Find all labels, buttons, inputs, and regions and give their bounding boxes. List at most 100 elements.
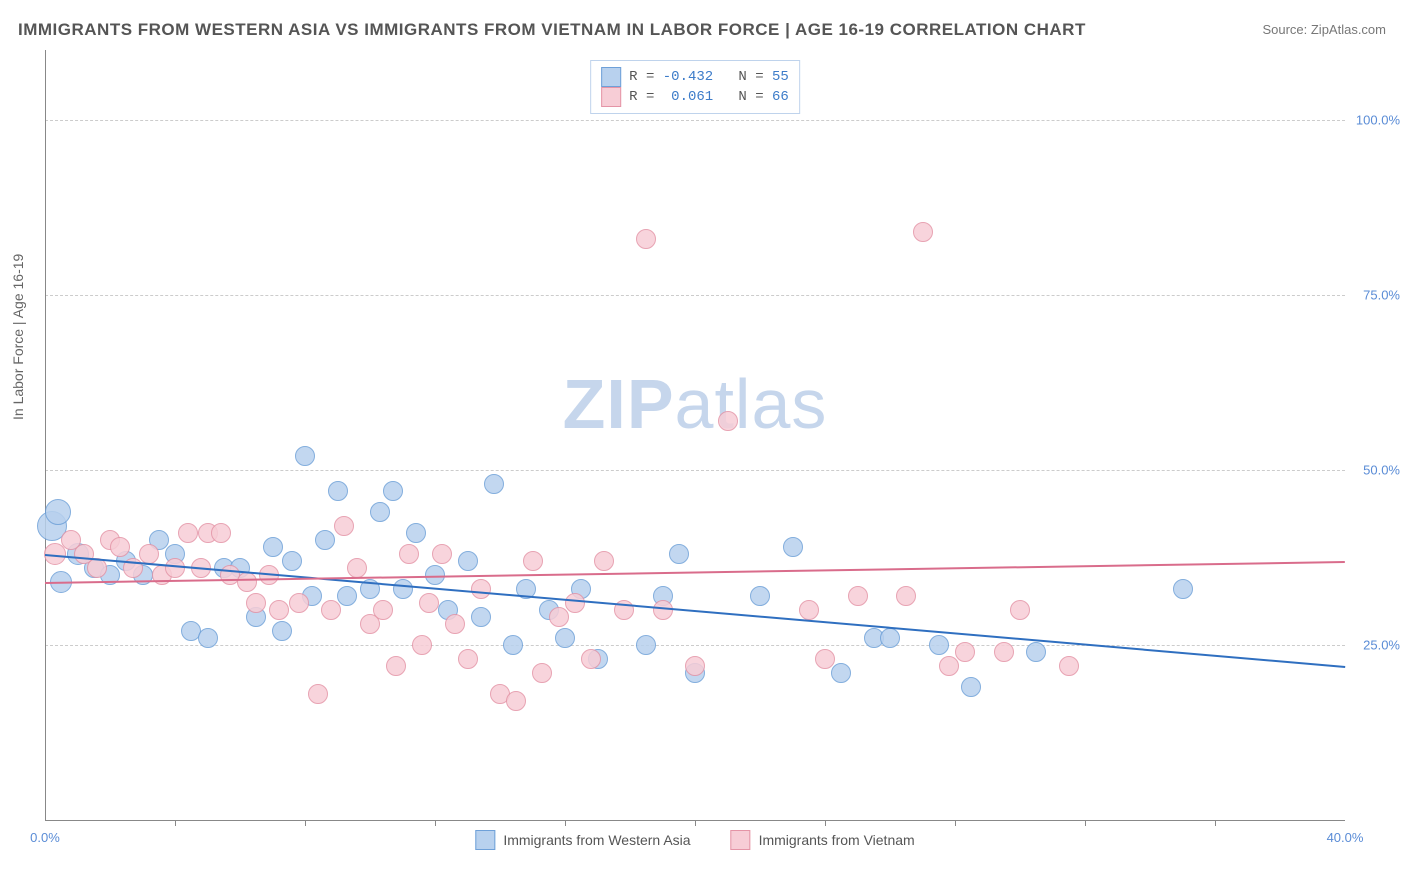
point-vietnam [955,642,975,662]
y-tick-label: 25.0% [1363,638,1400,653]
point-vietnam [653,600,673,620]
point-vietnam [445,614,465,634]
plot-area: ZIPatlas 25.0%50.0%75.0%100.0%0.0%40.0%R… [45,50,1345,820]
legend-stats: R = 0.061 N = 66 [629,89,789,105]
point-western-asia [555,628,575,648]
series-legend-label: Immigrants from Western Asia [503,832,690,848]
point-vietnam [994,642,1014,662]
series-legend: Immigrants from Western Asia Immigrants f… [475,830,914,850]
point-vietnam [1010,600,1030,620]
point-western-asia [961,677,981,697]
point-western-asia [484,474,504,494]
point-western-asia [263,537,283,557]
point-vietnam [308,684,328,704]
gridline [45,645,1345,646]
point-western-asia [328,481,348,501]
point-vietnam [848,586,868,606]
point-western-asia [1026,642,1046,662]
correlation-legend-row: R = 0.061 N = 66 [601,87,789,107]
point-western-asia [406,523,426,543]
point-western-asia [370,502,390,522]
point-western-asia [383,481,403,501]
legend-swatch [731,830,751,850]
point-vietnam [799,600,819,620]
x-tick-mark [1085,820,1086,826]
point-vietnam [334,516,354,536]
point-vietnam [165,558,185,578]
legend-swatch [601,67,621,87]
gridline [45,295,1345,296]
x-tick-label: 40.0% [1327,830,1364,845]
point-vietnam [471,579,491,599]
point-vietnam [718,411,738,431]
correlation-legend: R = -0.432 N = 55 R = 0.061 N = 66 [590,60,800,114]
point-western-asia [783,537,803,557]
point-vietnam [246,593,266,613]
point-vietnam [636,229,656,249]
point-vietnam [321,600,341,620]
point-western-asia [282,551,302,571]
y-tick-label: 50.0% [1363,463,1400,478]
y-axis-label: In Labor Force | Age 16-19 [10,254,26,420]
x-tick-mark [1215,820,1216,826]
point-vietnam [815,649,835,669]
series-legend-item: Immigrants from Western Asia [475,830,690,850]
point-vietnam [419,593,439,613]
point-western-asia [831,663,851,683]
point-vietnam [685,656,705,676]
point-western-asia [929,635,949,655]
legend-swatch [601,87,621,107]
point-vietnam [139,544,159,564]
series-legend-label: Immigrants from Vietnam [759,832,915,848]
point-vietnam [581,649,601,669]
legend-swatch [475,830,495,850]
point-vietnam [399,544,419,564]
point-vietnam [939,656,959,676]
point-vietnam [565,593,585,613]
point-vietnam [269,600,289,620]
point-vietnam [458,649,478,669]
point-vietnam [289,593,309,613]
point-western-asia [393,579,413,599]
y-axis-line [45,50,46,820]
x-tick-mark [175,820,176,826]
point-vietnam [373,600,393,620]
correlation-legend-row: R = -0.432 N = 55 [601,67,789,87]
point-vietnam [412,635,432,655]
point-western-asia [880,628,900,648]
point-vietnam [532,663,552,683]
legend-stats: R = -0.432 N = 55 [629,69,789,85]
point-western-asia [503,635,523,655]
point-western-asia [295,446,315,466]
series-legend-item: Immigrants from Vietnam [731,830,915,850]
point-vietnam [896,586,916,606]
point-western-asia [198,628,218,648]
watermark: ZIPatlas [563,364,828,444]
point-western-asia [636,635,656,655]
source-value: ZipAtlas.com [1311,22,1386,37]
chart-title: IMMIGRANTS FROM WESTERN ASIA VS IMMIGRAN… [18,20,1086,40]
point-vietnam [549,607,569,627]
x-tick-mark [955,820,956,826]
point-vietnam [237,572,257,592]
point-vietnam [1059,656,1079,676]
source-label: Source: [1262,22,1310,37]
source-attribution: Source: ZipAtlas.com [1262,22,1386,37]
point-western-asia [458,551,478,571]
point-vietnam [506,691,526,711]
watermark-bold: ZIP [563,365,675,443]
point-vietnam [523,551,543,571]
point-western-asia [45,499,71,525]
watermark-light: atlas [675,365,828,443]
x-tick-mark [695,820,696,826]
point-western-asia [669,544,689,564]
point-vietnam [594,551,614,571]
point-vietnam [211,523,231,543]
point-vietnam [913,222,933,242]
point-western-asia [1173,579,1193,599]
point-vietnam [347,558,367,578]
x-tick-mark [565,820,566,826]
point-vietnam [386,656,406,676]
point-vietnam [110,537,130,557]
y-tick-label: 75.0% [1363,288,1400,303]
